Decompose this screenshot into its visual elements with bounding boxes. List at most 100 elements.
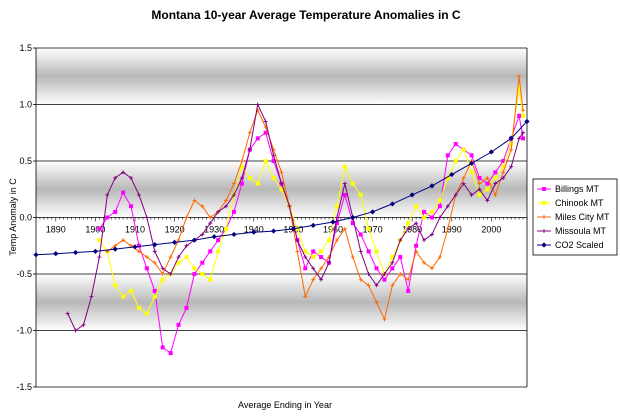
- data-point: [224, 198, 229, 203]
- data-point: [97, 226, 102, 231]
- data-point: [469, 153, 474, 158]
- data-point: [319, 249, 324, 254]
- data-point: [501, 175, 506, 180]
- data-point: [144, 215, 149, 220]
- data-point: [358, 192, 363, 197]
- data-point: [129, 175, 134, 180]
- data-point: [152, 294, 157, 299]
- y-tick-label: 0.5: [19, 156, 32, 166]
- data-point: [485, 187, 490, 192]
- data-point: [517, 136, 522, 141]
- data-point: [192, 266, 197, 271]
- data-point: [290, 226, 296, 232]
- data-point: [144, 266, 149, 271]
- data-point: [168, 351, 173, 356]
- legend-marker: [542, 187, 546, 191]
- data-point: [461, 175, 466, 180]
- data-point: [327, 238, 332, 243]
- data-point: [97, 238, 102, 243]
- x-tick-label: 1990: [442, 225, 462, 235]
- data-point: [390, 255, 395, 260]
- data-point: [136, 249, 141, 254]
- data-point: [112, 246, 118, 252]
- data-point: [105, 192, 110, 197]
- y-tick-label: -0.5: [16, 269, 32, 279]
- data-point: [160, 277, 165, 282]
- data-point: [239, 181, 244, 186]
- data-point: [453, 159, 458, 163]
- data-point: [72, 249, 79, 256]
- data-point: [334, 204, 339, 209]
- data-point: [374, 283, 379, 288]
- data-point: [144, 255, 149, 260]
- data-point: [437, 255, 442, 260]
- data-point: [271, 159, 276, 163]
- data-point: [342, 226, 347, 231]
- data-point: [382, 277, 387, 282]
- data-point: [517, 113, 522, 118]
- data-point: [501, 170, 506, 175]
- data-point: [485, 181, 490, 186]
- data-point: [176, 322, 181, 327]
- data-point: [129, 204, 134, 209]
- data-point: [216, 238, 221, 243]
- data-point: [136, 192, 141, 197]
- plot-band: [36, 330, 527, 387]
- data-point: [493, 192, 498, 197]
- data-point: [231, 181, 236, 186]
- data-point: [350, 221, 355, 226]
- data-point: [53, 251, 59, 257]
- data-point: [255, 136, 260, 141]
- data-point: [350, 214, 356, 221]
- data-point: [429, 232, 434, 237]
- data-point: [192, 198, 197, 203]
- data-point: [208, 221, 213, 226]
- data-point: [319, 277, 324, 282]
- data-point: [152, 242, 158, 248]
- data-point: [132, 244, 138, 250]
- data-point: [200, 260, 205, 265]
- x-tick-label: 2000: [481, 225, 501, 235]
- data-point: [152, 288, 157, 293]
- data-point: [113, 283, 118, 288]
- data-point: [160, 272, 165, 276]
- data-point: [521, 130, 526, 135]
- data-point: [113, 209, 118, 214]
- data-point: [136, 243, 141, 248]
- data-point: [469, 192, 474, 197]
- data-point: [358, 249, 363, 254]
- data-point: [429, 183, 435, 189]
- legend-marker: [541, 242, 547, 248]
- data-point: [208, 249, 213, 254]
- data-point: [509, 147, 514, 152]
- series-co2-scaled: [33, 118, 530, 258]
- data-point: [247, 130, 252, 135]
- x-tick-label: 1930: [204, 225, 224, 235]
- data-point: [468, 160, 475, 166]
- x-tick-label: 1900: [85, 225, 105, 235]
- data-point: [508, 135, 514, 141]
- data-point: [73, 328, 78, 333]
- data-point: [382, 317, 387, 322]
- data-point: [429, 209, 434, 214]
- y-tick-label: -1.0: [16, 326, 32, 336]
- plot-band: [36, 48, 527, 105]
- data-point: [311, 255, 316, 260]
- data-point: [422, 215, 427, 220]
- data-point: [469, 170, 474, 175]
- data-point: [279, 181, 284, 186]
- data-point: [176, 260, 181, 265]
- data-point: [239, 159, 244, 163]
- data-point: [311, 266, 316, 271]
- data-point: [509, 164, 514, 169]
- data-point: [216, 209, 221, 214]
- legend-marker: [542, 229, 546, 233]
- data-point: [303, 249, 308, 254]
- data-point: [398, 238, 403, 243]
- data-point: [414, 221, 419, 226]
- data-point: [406, 288, 411, 293]
- data-point: [211, 234, 217, 240]
- data-point: [437, 204, 442, 209]
- data-point: [311, 249, 316, 254]
- data-point: [247, 175, 252, 180]
